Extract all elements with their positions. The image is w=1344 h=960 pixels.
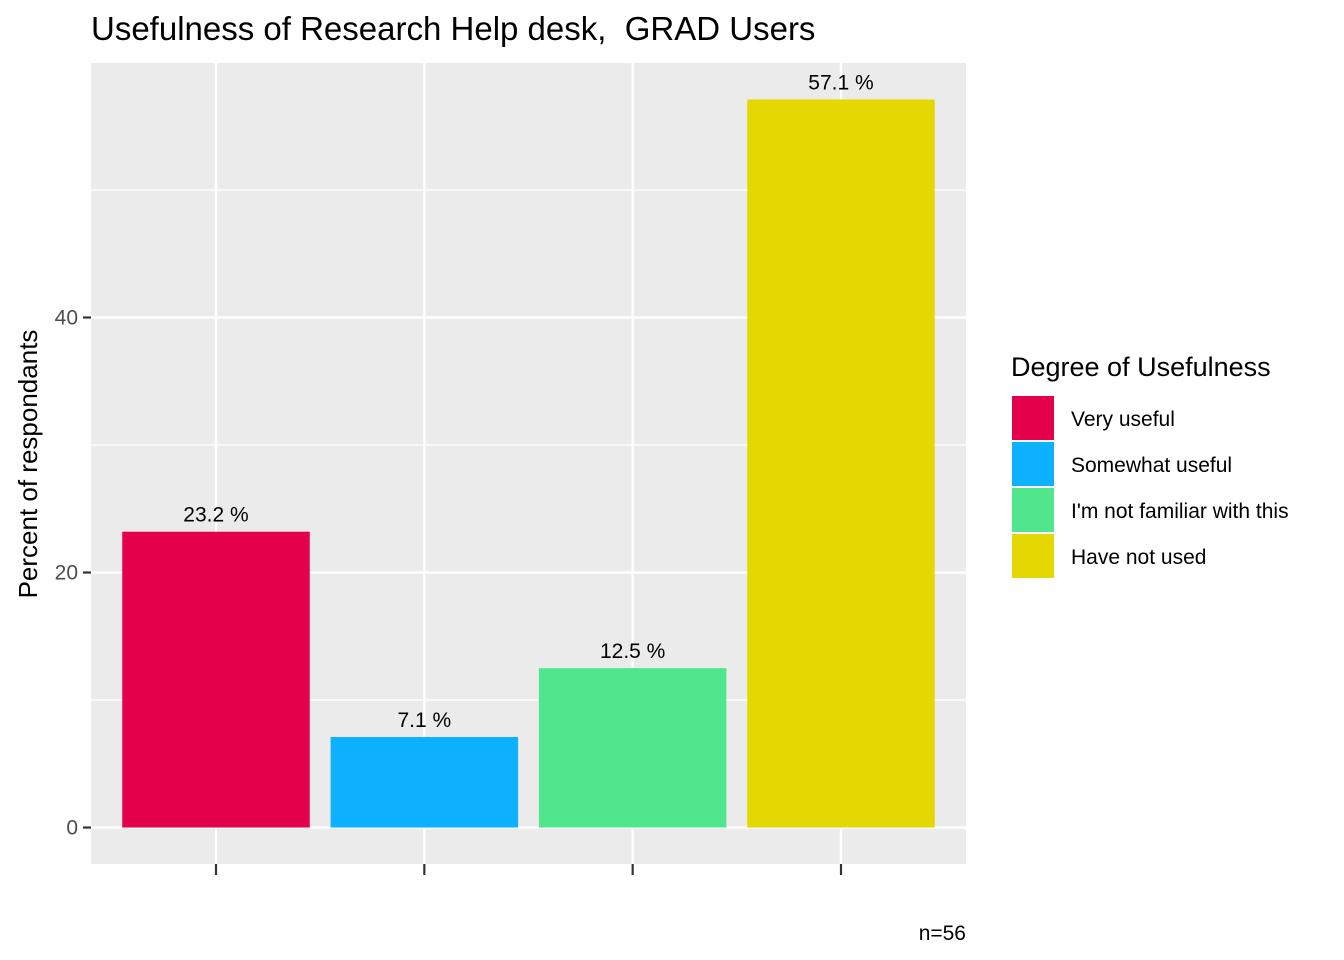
legend: Degree of Usefulness Very useful Somewhat…: [1010, 352, 1289, 580]
y-tick-label: 20: [55, 562, 78, 585]
legend-key-1: [1010, 394, 1056, 442]
legend-key-2: [1010, 440, 1056, 488]
data-label-2: 7.1 %: [397, 709, 451, 732]
y-tick-label: 40: [55, 307, 78, 330]
legend-key-4: [1010, 532, 1056, 580]
y-tick-label: 0: [66, 817, 78, 840]
legend-label-4: Have not used: [1071, 546, 1206, 569]
bars: [122, 99, 935, 828]
legend-title: Degree of Usefulness: [1011, 352, 1271, 382]
data-label-1: 23.2 %: [183, 504, 248, 527]
axes: 0 20 40: [55, 307, 843, 875]
data-label-3: 12.5 %: [600, 640, 665, 663]
bar-3: [538, 668, 727, 828]
legend-key-3: [1010, 486, 1056, 534]
legend-label-1: Very useful: [1071, 408, 1175, 431]
chart-title: Usefulness of Research Help desk, GRAD U…: [91, 10, 815, 47]
data-labels: 23.2 % 7.1 % 12.5 % 57.1 %: [183, 71, 873, 732]
legend-label-3: I'm not familiar with this: [1071, 500, 1289, 523]
bar-4: [747, 99, 935, 828]
legend-label-2: Somewhat useful: [1071, 454, 1232, 477]
bar-2: [330, 737, 519, 828]
caption: n=56: [919, 922, 966, 945]
bar-1: [122, 531, 310, 828]
data-label-4: 57.1 %: [808, 71, 873, 94]
y-axis-title: Percent of respondants: [13, 330, 43, 599]
